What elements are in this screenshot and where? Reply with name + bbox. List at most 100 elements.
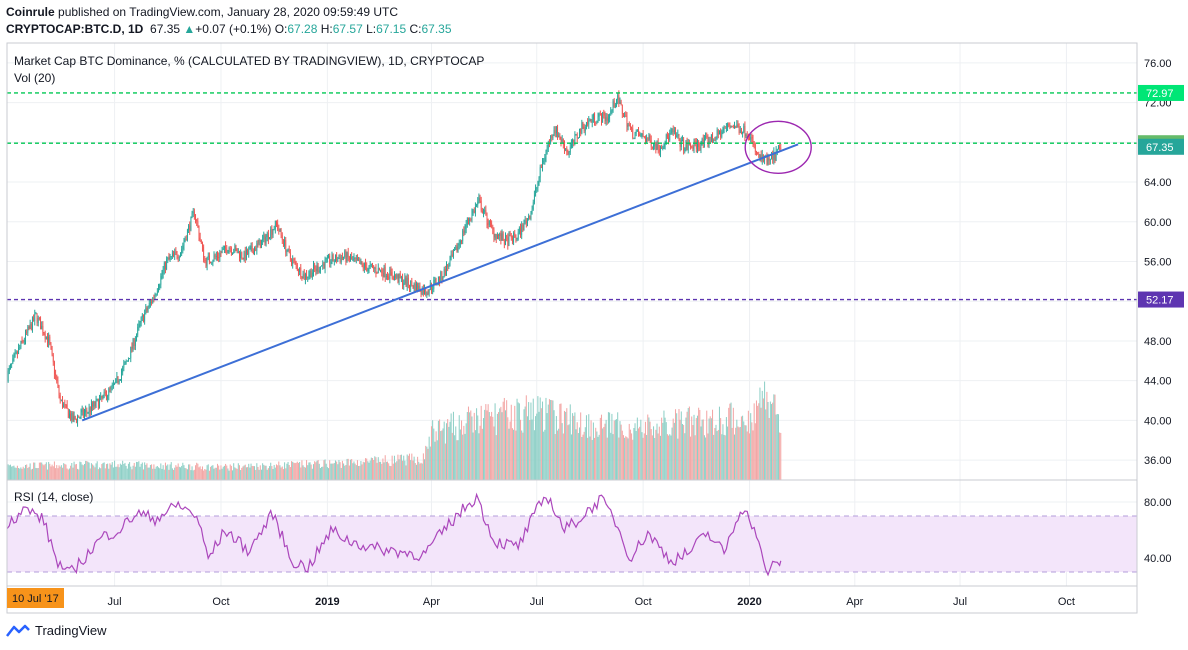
volume-bar [722,424,724,480]
trendline[interactable] [81,143,799,422]
volume-bar [432,420,434,480]
volume-bar [27,468,29,480]
candle-body [23,340,25,342]
candle-body [291,258,292,265]
candle-body [457,245,459,252]
candle-body [599,113,601,115]
volume-bar [520,419,522,480]
volume-bar [547,404,549,480]
volume-bar [199,466,201,480]
candle-body [279,228,281,231]
highlight-ellipse[interactable] [744,120,812,174]
time-axis[interactable]: Jul Oct 2019 Apr Jul Oct 2020 Apr Jul Oct [108,596,1075,608]
candle-body [374,268,376,269]
candle-body [438,277,439,283]
volume-bar [525,395,527,480]
volume-bar [474,430,476,480]
candle-body [636,130,638,132]
rsi-axis[interactable]: 80.00 40.00 [1144,497,1172,565]
price-tick-label: 56.00 [1144,257,1172,269]
volume-bar [404,460,406,480]
candle-body [730,125,732,127]
candle-body [78,416,80,418]
candle-body [387,275,388,277]
publisher-name[interactable]: Coinrule [6,5,55,19]
candle-body [544,157,546,161]
volume-bar [203,470,205,480]
volume-bar [115,466,117,480]
volume-bar [70,465,72,480]
candle-body [758,153,760,158]
volume-bar [758,403,760,480]
symbol-label: CRYPTOCAP:BTC.D, 1D [6,22,144,36]
volume-bar [86,460,88,480]
candle-body [688,143,690,145]
volume-bar [140,463,142,480]
volume-bar [745,425,747,480]
tradingview-footer[interactable]: TradingView [6,623,107,638]
price-tick-label: 48.00 [1144,336,1172,348]
candle-body [365,263,366,268]
horizontal-levels[interactable] [7,92,1137,301]
volume-bar [414,463,416,480]
candle-body [413,283,415,289]
candle-body [170,256,172,258]
volume-bar [365,458,367,480]
candle-body [299,267,301,272]
volume-bar [574,412,576,480]
volume-bar [554,434,556,480]
volume-bar [492,416,494,480]
candle-body [405,277,407,287]
volume-bar [179,467,182,480]
time-tick-label: Oct [1058,596,1075,608]
volume-bar [507,417,509,480]
volume-bar [363,462,365,480]
volume-bar [569,404,571,480]
volume-bar [337,464,339,480]
volume-bar [264,465,266,480]
candle-body [235,246,237,249]
candle-body [161,274,163,277]
candle-body [358,260,360,262]
candle-body [649,135,651,141]
candle-body [455,246,457,251]
candle-body [750,137,752,140]
volume-bar [612,434,614,480]
time-tick-label: Oct [635,596,652,608]
volume-bar [291,461,293,480]
volume-bar [773,394,775,480]
candle-body [255,248,257,251]
volume-bar [730,402,732,480]
volume-bar [484,409,486,480]
candle-body [724,128,726,129]
price-badge [1138,291,1184,308]
volume-bar [487,404,489,480]
price-axis[interactable]: 76.0072.0068.0064.0060.0056.0052.0048.00… [1144,58,1172,467]
date-badge-box [7,588,64,608]
price-badge-label: 67.35 [1146,142,1174,154]
candle-body [559,135,561,140]
candle-body [690,144,691,147]
candle-body [418,285,420,291]
volume-bar [153,464,155,480]
candle-body [343,256,344,258]
volume-bar [399,454,401,480]
volume-bar [328,468,330,480]
price-tick-label: 60.00 [1144,217,1172,229]
volume-bar [764,381,766,480]
candle-body [244,251,246,260]
volume-bar [227,468,229,480]
volume-bar [494,403,496,480]
candle-body [700,144,702,150]
candle-body [55,374,56,376]
volume-bar [183,465,185,480]
candle-body [738,126,740,133]
candle-body [773,152,775,160]
candle-body [631,127,632,129]
candle-body [289,252,291,259]
volume-bar [370,457,372,480]
candle-body [101,395,103,398]
candle-body [648,135,650,140]
candle-body [521,224,523,235]
